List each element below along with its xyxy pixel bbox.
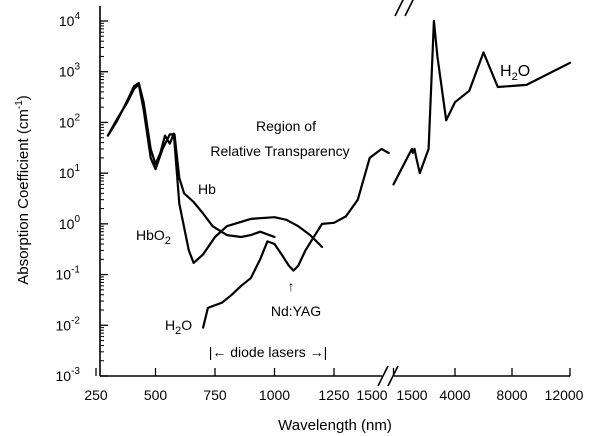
x-tick-label: 250	[84, 387, 108, 403]
annotation-h2o-right-tail: O	[518, 63, 530, 80]
annotation-hb: Hb	[198, 181, 216, 197]
series-hbo2-curve	[106, 81, 324, 264]
curves	[106, 19, 572, 329]
annotation-h2o-left-sub: 2	[175, 325, 181, 337]
y-tick-exponent: -2	[71, 315, 80, 326]
y-tick-base: 10	[59, 114, 75, 130]
y-tick-base: 10	[56, 267, 72, 283]
y-axis-title: Absorption Coefficient (cm-1)	[14, 95, 32, 285]
y-tick-base: 10	[59, 64, 75, 80]
y-axis-title-main: Absorption Coefficient (cm	[15, 109, 32, 285]
y-tick-label: 10-3	[56, 366, 81, 384]
annotation-h2o-right: H2O	[500, 63, 530, 83]
annotation-ndyag-arrow: ↑	[288, 278, 295, 294]
axes-frame	[99, 6, 570, 377]
y-axis-title-tail: )	[15, 95, 32, 100]
y-tick-exponent: 0	[74, 214, 80, 225]
y-tick-base: 10	[59, 165, 75, 181]
x-tick-label: 1500	[356, 387, 387, 403]
top-break-mark-2	[404, 0, 414, 17]
annotation-h2o-left-tail: O	[181, 317, 192, 333]
annotation-ndyag: Nd:YAG	[271, 303, 321, 319]
x-tick-label: 12000	[545, 387, 584, 403]
y-tick-label: 104	[59, 11, 81, 29]
annotation-hbo2: HbO2	[136, 227, 171, 247]
x-axis-title: Wavelength (nm)	[278, 417, 392, 434]
x-tick-label: 1500	[396, 387, 427, 403]
top-break-mark-1	[394, 0, 404, 17]
y-tick-label: 10-1	[56, 265, 81, 283]
y-tick-exponent: 1	[74, 163, 80, 174]
y-tick-exponent: 3	[74, 62, 80, 73]
annotation-region-line2: Relative Transparency	[210, 143, 349, 159]
y-tick-label: 100	[59, 214, 81, 232]
annotation-h2o-left-base: H	[165, 317, 175, 333]
y-tick-base: 10	[59, 13, 75, 29]
series-h2o-curve-ir	[392, 19, 572, 186]
series-h2o-curve	[202, 147, 390, 329]
x-tick-label: 500	[144, 387, 168, 403]
y-tick-label: 103	[59, 62, 81, 80]
y-tick-label: 10-2	[56, 315, 81, 333]
x-tick-label: 8000	[496, 387, 527, 403]
annotation-h2o-right-base: H	[500, 63, 512, 80]
annotation-hbo2-sub: 2	[165, 235, 171, 247]
annotation-diode-lasers: |← diode lasers →|	[209, 344, 328, 360]
x-tick-label: 1000	[259, 387, 290, 403]
annotation-region-line1: Region of	[256, 118, 316, 134]
y-tick-exponent: -3	[71, 366, 80, 377]
y-tick-label: 102	[59, 112, 81, 130]
x-ticks: 250 500 750 1000 1250 1500 1500 4000 8000 12000	[84, 368, 584, 403]
annotation-h2o-left: H2O	[165, 317, 192, 337]
y-tick-exponent: -1	[71, 265, 80, 276]
y-tick-exponent: 4	[74, 11, 80, 22]
y-tick-base: 10	[59, 216, 75, 232]
x-tick-label: 1250	[318, 387, 349, 403]
y-tick-exponent: 2	[74, 112, 80, 123]
y-axis-title-sup: -1	[14, 100, 25, 109]
annotation-hbo2-base: HbO	[136, 227, 165, 243]
y-tick-base: 10	[56, 317, 72, 333]
y-tick-label: 101	[59, 163, 81, 181]
x-tick-label: 4000	[439, 387, 470, 403]
axis-break-marks	[377, 0, 414, 387]
x-break-mark-1	[377, 365, 389, 387]
x-tick-label: 750	[203, 387, 227, 403]
y-tick-base: 10	[56, 368, 72, 384]
annotation-h2o-right-sub: 2	[512, 71, 518, 83]
series-hb-curve	[106, 83, 276, 239]
